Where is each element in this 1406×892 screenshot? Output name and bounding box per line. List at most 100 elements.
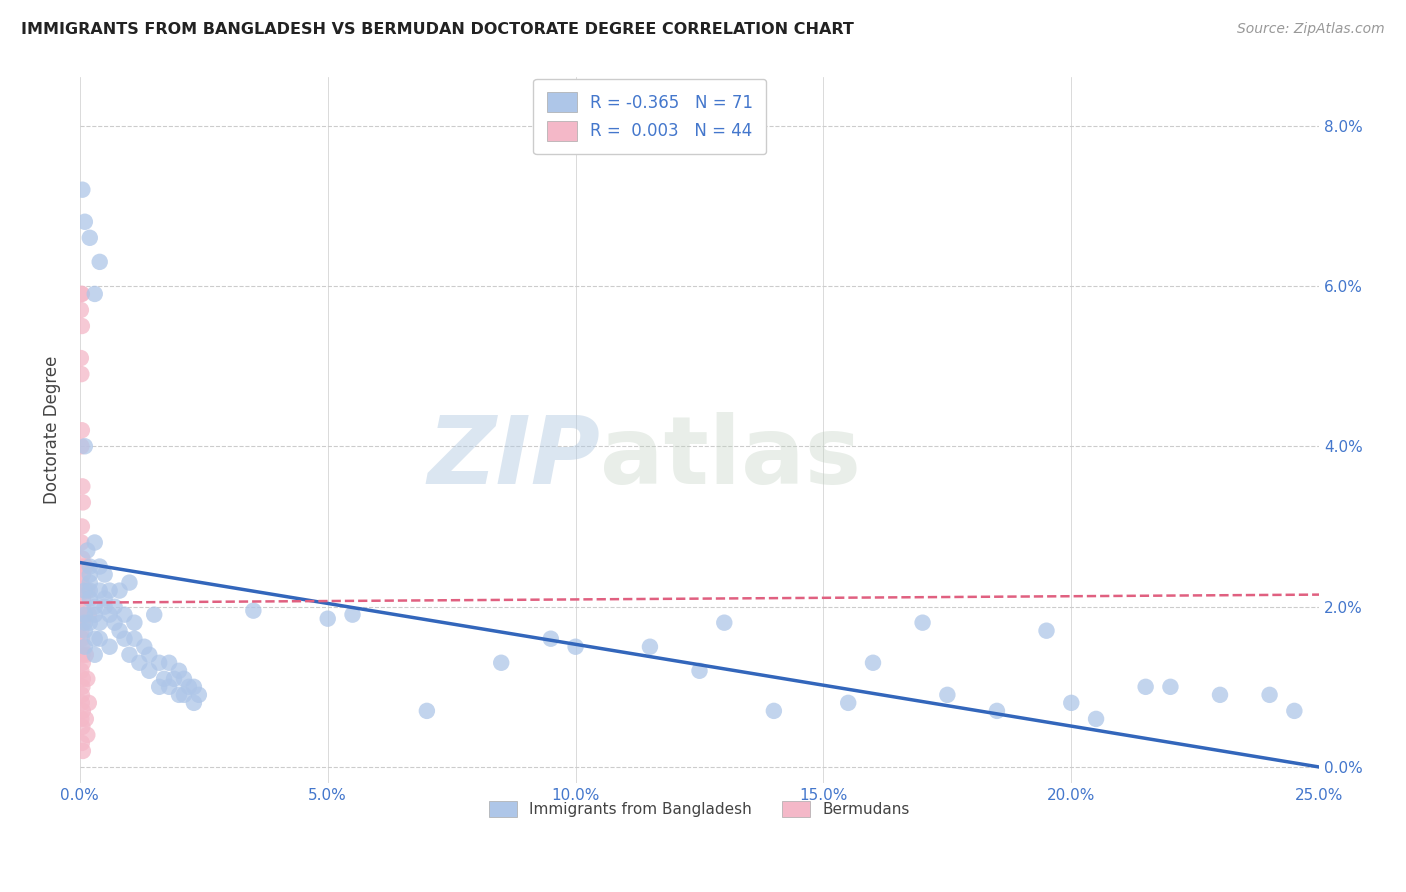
Point xyxy=(70,318,93,333)
Point xyxy=(173,688,195,702)
Point xyxy=(70,439,93,453)
Point xyxy=(93,567,115,582)
Point xyxy=(93,599,115,614)
Point xyxy=(128,656,150,670)
Y-axis label: Doctorate Degree: Doctorate Degree xyxy=(44,356,60,505)
Point xyxy=(108,583,131,598)
Point xyxy=(72,591,94,606)
Point xyxy=(1258,688,1281,702)
Point xyxy=(72,672,94,686)
Point xyxy=(79,559,101,574)
Point xyxy=(177,680,200,694)
Text: atlas: atlas xyxy=(600,412,862,505)
Point xyxy=(79,231,101,245)
Point xyxy=(1135,680,1157,694)
Point xyxy=(72,648,94,662)
Point xyxy=(83,632,105,646)
Point xyxy=(1284,704,1306,718)
Point xyxy=(118,575,141,590)
Point xyxy=(76,672,98,686)
Point xyxy=(183,696,205,710)
Point xyxy=(124,632,146,646)
Point xyxy=(72,479,94,493)
Point xyxy=(157,656,180,670)
Point xyxy=(489,656,512,670)
Point xyxy=(540,632,562,646)
Point xyxy=(70,423,93,437)
Point xyxy=(316,612,339,626)
Point xyxy=(138,648,160,662)
Point xyxy=(70,688,93,702)
Point xyxy=(75,712,97,726)
Point xyxy=(138,664,160,678)
Point xyxy=(79,567,101,582)
Point xyxy=(70,302,93,317)
Point xyxy=(83,599,105,614)
Point xyxy=(183,680,205,694)
Text: ZIP: ZIP xyxy=(427,412,600,505)
Point xyxy=(75,648,97,662)
Point xyxy=(70,287,93,301)
Point xyxy=(83,287,105,301)
Point xyxy=(713,615,735,630)
Point xyxy=(83,607,105,622)
Point xyxy=(73,607,96,622)
Point xyxy=(72,744,94,758)
Point xyxy=(1085,712,1108,726)
Point xyxy=(936,688,959,702)
Point xyxy=(72,183,94,197)
Point xyxy=(72,495,94,509)
Point xyxy=(1209,688,1232,702)
Point xyxy=(79,583,101,598)
Point xyxy=(83,648,105,662)
Point xyxy=(72,599,94,614)
Point xyxy=(70,696,93,710)
Point xyxy=(1060,696,1083,710)
Point xyxy=(70,519,93,533)
Point xyxy=(862,656,884,670)
Point xyxy=(638,640,661,654)
Point xyxy=(76,543,98,558)
Point xyxy=(70,287,93,301)
Point xyxy=(837,696,859,710)
Text: Source: ZipAtlas.com: Source: ZipAtlas.com xyxy=(1237,22,1385,37)
Point xyxy=(114,632,136,646)
Point xyxy=(72,567,94,582)
Point xyxy=(163,672,186,686)
Legend: Immigrants from Bangladesh, Bermudans: Immigrants from Bangladesh, Bermudans xyxy=(482,794,917,825)
Point xyxy=(564,640,586,654)
Point xyxy=(72,656,94,670)
Point xyxy=(1159,680,1181,694)
Point xyxy=(79,591,101,606)
Point xyxy=(79,575,101,590)
Point xyxy=(89,615,111,630)
Point xyxy=(72,551,94,566)
Point xyxy=(114,607,136,622)
Point xyxy=(77,607,100,622)
Point xyxy=(98,607,121,622)
Point xyxy=(70,367,93,381)
Point xyxy=(762,704,785,718)
Point xyxy=(1035,624,1057,638)
Point xyxy=(89,559,111,574)
Point xyxy=(89,632,111,646)
Point xyxy=(72,640,94,654)
Point xyxy=(93,591,115,606)
Point xyxy=(134,640,156,654)
Point xyxy=(173,672,195,686)
Point xyxy=(148,680,170,694)
Point xyxy=(79,615,101,630)
Point xyxy=(103,599,125,614)
Point xyxy=(103,615,125,630)
Point xyxy=(73,624,96,638)
Point xyxy=(148,656,170,670)
Point xyxy=(89,255,111,269)
Point xyxy=(342,607,364,622)
Point xyxy=(73,215,96,229)
Point xyxy=(73,583,96,598)
Point xyxy=(153,672,176,686)
Point xyxy=(70,575,93,590)
Point xyxy=(108,624,131,638)
Point xyxy=(986,704,1008,718)
Point xyxy=(73,640,96,654)
